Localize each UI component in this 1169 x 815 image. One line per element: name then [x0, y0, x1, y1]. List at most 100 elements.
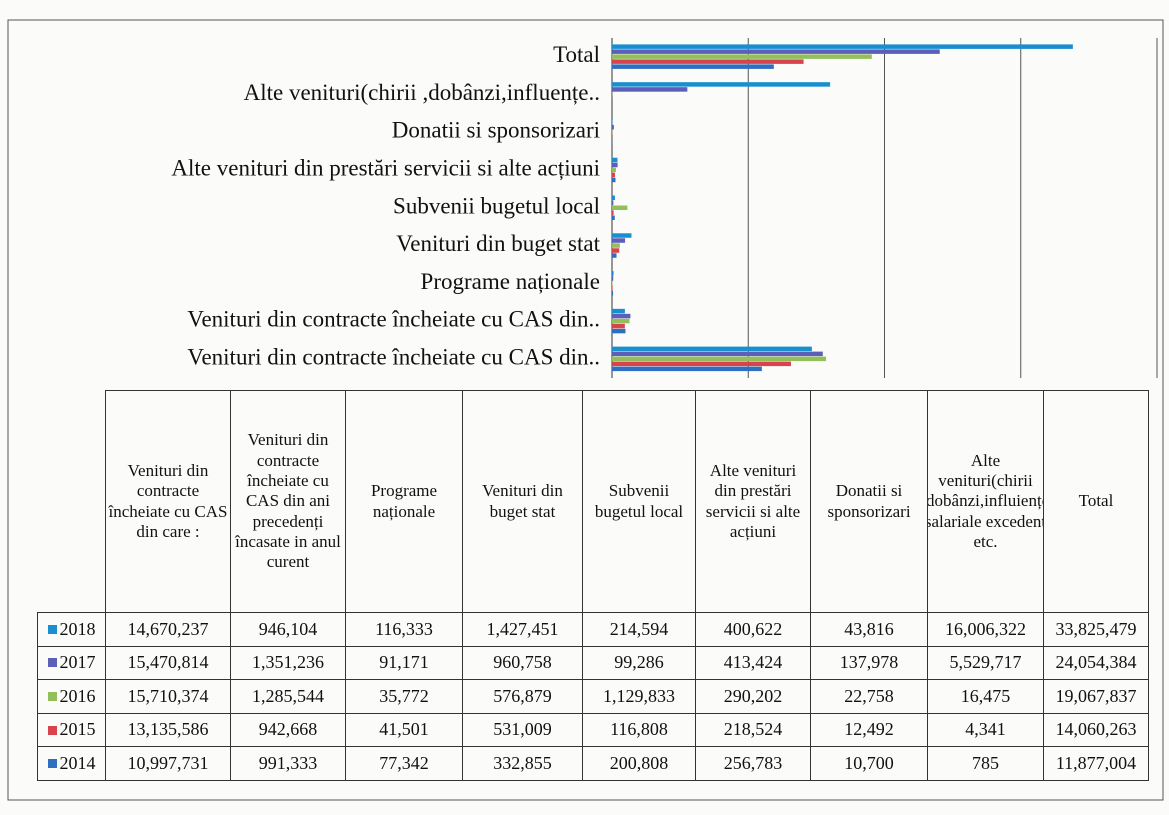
bar: [612, 253, 617, 258]
table-cell: 10,997,731: [105, 746, 231, 781]
table-cell: 77,342: [345, 746, 463, 781]
bar: [612, 87, 688, 92]
table-cell: 214,594: [582, 612, 696, 647]
table-cell: 942,668: [230, 712, 346, 748]
table-header: Total: [1043, 390, 1149, 613]
table-cell: 218,524: [695, 712, 811, 748]
y-tick-label: Venituri din contracte încheiate cu CAS …: [187, 307, 600, 332]
bar: [612, 286, 613, 291]
table-cell: 91,171: [345, 645, 463, 681]
table-cell: 531,009: [462, 712, 583, 748]
table-row-header: 2014: [37, 746, 106, 781]
y-tick-label: Venituri din buget stat: [396, 231, 600, 256]
bar: [612, 313, 631, 319]
table-cell: 22,758: [810, 679, 928, 714]
bar: [612, 366, 762, 372]
y-tick-label: Alte venituri(chirii ,dobânzi,influențe.…: [244, 80, 600, 105]
table-cell: 35,772: [345, 679, 463, 714]
table-cell: 14,060,263: [1043, 712, 1149, 748]
legend-label: 2016: [59, 685, 96, 706]
bar: [612, 276, 614, 281]
table-cell: 15,710,374: [105, 679, 231, 714]
legend-key: [47, 624, 57, 634]
table-cell: 33,825,479: [1043, 612, 1149, 647]
bar: [612, 308, 625, 314]
bar: [612, 44, 1073, 49]
table-header: Venituri din buget stat: [462, 390, 583, 613]
bar: [612, 233, 632, 238]
bar: [612, 291, 614, 296]
bar: [612, 162, 618, 168]
chart-border: [7, 19, 1164, 801]
bar: [612, 356, 827, 362]
bar: [612, 64, 774, 69]
bar: [612, 248, 620, 253]
bar: [612, 215, 615, 220]
table-cell: 960,758: [462, 645, 583, 681]
bar: [612, 200, 614, 205]
table-header: Alte venituri din prestări servicii si a…: [695, 390, 811, 613]
table-cell: 256,783: [695, 746, 811, 781]
table-cell: 41,501: [345, 712, 463, 748]
bar: [612, 59, 804, 64]
table-row-header: 2016: [37, 679, 106, 714]
table-cell: 1,427,451: [462, 612, 583, 647]
table-cell: 1,351,236: [230, 645, 346, 681]
bar: [612, 49, 940, 54]
table-header: Donatii si sponsorizari: [810, 390, 928, 613]
legend-key: [47, 725, 57, 735]
y-tick-label: Total: [553, 42, 600, 67]
legend-label: 2015: [59, 719, 96, 740]
legend-label: 2017: [59, 652, 96, 673]
y-tick-label: Alte venituri din prestări servicii si a…: [171, 156, 600, 181]
bar: [612, 271, 614, 276]
table-cell: 290,202: [695, 679, 811, 714]
table-header: Subvenii bugetul local: [582, 390, 696, 613]
legend-label: 2014: [59, 752, 96, 773]
bar: [612, 238, 626, 243]
table-cell: 400,622: [695, 612, 811, 647]
bar: [612, 82, 831, 87]
bar: [612, 177, 616, 183]
y-tick-label: Subvenii bugetul local: [393, 193, 600, 218]
table-cell: 116,808: [582, 712, 696, 748]
bar: [612, 124, 614, 130]
bar: [612, 346, 812, 352]
table-cell: 19,067,837: [1043, 679, 1149, 714]
table-header: Programe naționale: [345, 390, 463, 613]
bar: [612, 167, 616, 173]
table-cell: 13,135,586: [105, 712, 231, 748]
legend-key: [47, 759, 57, 769]
table-header: Venituri din contracte încheiate cu CAS …: [230, 390, 346, 613]
table-row-header: 2015: [37, 712, 106, 748]
bar: [612, 157, 618, 163]
table-cell: 946,104: [230, 612, 346, 647]
table-cell: 15,470,814: [105, 645, 231, 681]
table-cell: 16,475: [927, 679, 1044, 714]
table-row-header: 2017: [37, 645, 106, 681]
table-cell: 991,333: [230, 746, 346, 781]
table-cell: 99,286: [582, 645, 696, 681]
table-row-header: 2018: [37, 612, 106, 647]
table-cell: 43,816: [810, 612, 928, 647]
bar: [612, 172, 615, 178]
table-cell: 576,879: [462, 679, 583, 714]
table-cell: 1,129,833: [582, 679, 696, 714]
table-cell: 332,855: [462, 746, 583, 781]
table-cell: 413,424: [695, 645, 811, 681]
bar: [612, 318, 630, 324]
table-cell: 116,333: [345, 612, 463, 647]
table-cell: 137,978: [810, 645, 928, 681]
table-cell: 12,492: [810, 712, 928, 748]
legend-key: [47, 691, 57, 701]
table-cell: 785: [927, 746, 1044, 781]
bar: [612, 205, 628, 210]
bar: [612, 195, 615, 200]
table-header: Alte venituri(chirii ,dobânzi,influiențe…: [927, 390, 1044, 613]
y-tick-label: Donatii si sponsorizari: [392, 118, 600, 143]
bar: [612, 361, 791, 367]
y-tick-label: Venituri din contracte încheiate cu CAS …: [187, 344, 600, 369]
bar: [612, 323, 625, 329]
